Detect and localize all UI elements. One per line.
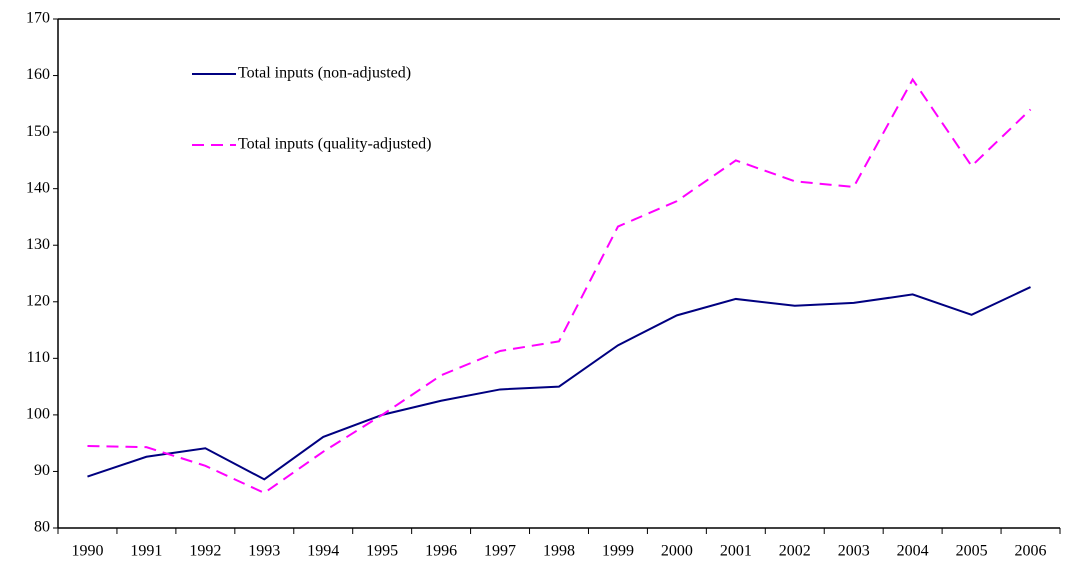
x-tick-label: 1990 bbox=[71, 543, 103, 560]
x-tick-label: 1996 bbox=[425, 543, 457, 560]
x-tick-label: 2002 bbox=[779, 543, 811, 560]
x-tick-label: 2004 bbox=[897, 543, 929, 560]
x-tick-label: 1994 bbox=[307, 543, 339, 560]
x-tick-label: 1991 bbox=[130, 543, 162, 560]
y-tick-label: 100 bbox=[26, 406, 50, 423]
series-line bbox=[87, 286, 1031, 481]
x-tick-label: 2001 bbox=[720, 543, 752, 560]
y-tick-label: 120 bbox=[26, 292, 50, 309]
x-tick-label: 1992 bbox=[189, 543, 221, 560]
x-tick-label: 1999 bbox=[602, 543, 634, 560]
x-tick-label: 1997 bbox=[484, 543, 516, 560]
x-tick-label: 1995 bbox=[366, 543, 398, 560]
y-tick-label: 110 bbox=[27, 349, 50, 366]
x-tick-label: 1993 bbox=[248, 543, 280, 560]
x-tick-label: 2005 bbox=[956, 543, 988, 560]
y-tick-label: 80 bbox=[34, 519, 50, 536]
y-tick-label: 170 bbox=[26, 10, 50, 27]
x-tick-label: 1998 bbox=[543, 543, 575, 560]
y-tick-label: 130 bbox=[26, 236, 50, 253]
series-line bbox=[87, 77, 1032, 495]
y-tick-label: 160 bbox=[26, 66, 50, 83]
x-tick-label: 2003 bbox=[838, 543, 870, 560]
y-tick-label: 90 bbox=[34, 462, 50, 479]
y-tick-label: 140 bbox=[26, 179, 50, 196]
legend-label: Total inputs (quality-adjusted) bbox=[238, 136, 432, 153]
x-tick-label: 2000 bbox=[661, 543, 693, 560]
legend-label: Total inputs (non-adjusted) bbox=[238, 65, 411, 82]
y-tick-label: 150 bbox=[26, 123, 50, 140]
x-tick-label: 2006 bbox=[1015, 543, 1047, 560]
